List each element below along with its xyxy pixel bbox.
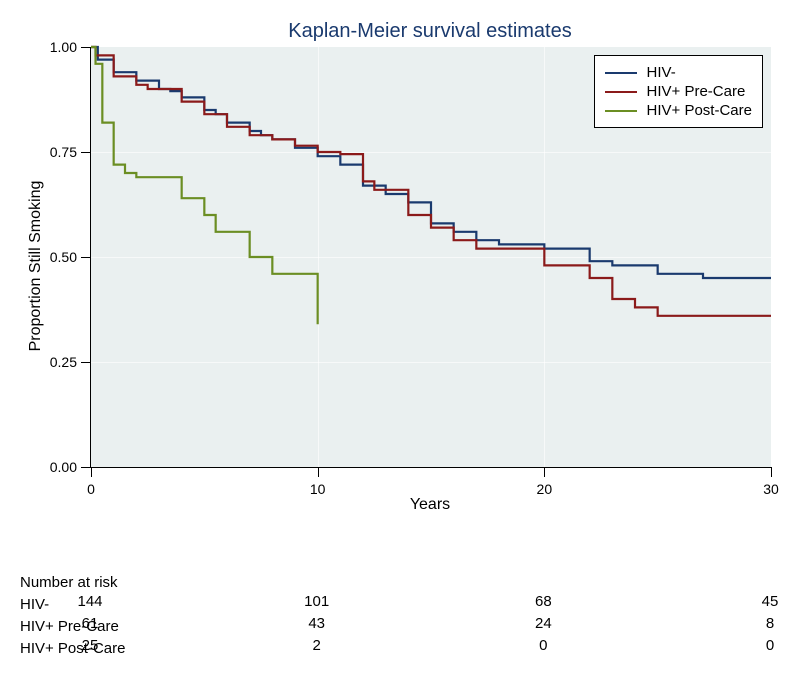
legend-label: HIV- (647, 64, 676, 81)
y-axis-label: Proportion Still Smoking (27, 181, 45, 352)
legend-swatch-hiv-neg (605, 72, 637, 74)
legend-item: HIV+ Pre-Care (605, 83, 752, 100)
risk-cell: 144 (77, 593, 102, 610)
y-tick-label: 0.75 (41, 144, 77, 160)
y-tick-label: 1.00 (41, 39, 77, 55)
legend-item: HIV+ Post-Care (605, 102, 752, 119)
risk-cell: 8 (766, 615, 774, 632)
y-tick-label: 0.50 (41, 249, 77, 265)
survival-curve (91, 47, 318, 324)
risk-cell: 0 (766, 637, 774, 654)
legend-swatch-hiv-post (605, 110, 637, 112)
risk-table-title: Number at risk (20, 574, 780, 591)
x-tick-label: 10 (310, 481, 326, 497)
legend-label: HIV+ Post-Care (647, 102, 752, 119)
x-tick-label: 20 (537, 481, 553, 497)
km-chart-container: Kaplan-Meier survival estimates Proporti… (20, 20, 780, 659)
legend-label: HIV+ Pre-Care (647, 83, 746, 100)
number-at-risk-table: Number at risk HIV-1441016845HIV+ Pre-Ca… (20, 574, 780, 659)
legend: HIV- HIV+ Pre-Care HIV+ Post-Care (594, 55, 763, 128)
risk-cell: 43 (308, 615, 325, 632)
risk-cell: 24 (535, 615, 552, 632)
chart-title: Kaplan-Meier survival estimates (90, 20, 770, 43)
risk-cell: 101 (304, 593, 329, 610)
risk-cell: 2 (312, 637, 320, 654)
y-tick-label: 0.25 (41, 354, 77, 370)
risk-table-row: HIV+ Post-Care25200 (20, 637, 780, 659)
risk-cell: 45 (762, 593, 779, 610)
risk-cell: 25 (82, 637, 99, 654)
plot-area: Proportion Still Smoking 0.000.250.500.7… (90, 47, 771, 468)
risk-cell: 61 (82, 615, 99, 632)
x-axis-label: Years (90, 496, 770, 514)
risk-cell: 68 (535, 593, 552, 610)
y-tick-label: 0.00 (41, 459, 77, 475)
x-tick-label: 0 (87, 481, 95, 497)
legend-swatch-hiv-pre (605, 91, 637, 93)
risk-cell: 0 (539, 637, 547, 654)
x-tick-label: 30 (763, 481, 779, 497)
risk-table-row: HIV+ Pre-Care6143248 (20, 615, 780, 637)
risk-table-row: HIV-1441016845 (20, 593, 780, 615)
legend-item: HIV- (605, 64, 752, 81)
